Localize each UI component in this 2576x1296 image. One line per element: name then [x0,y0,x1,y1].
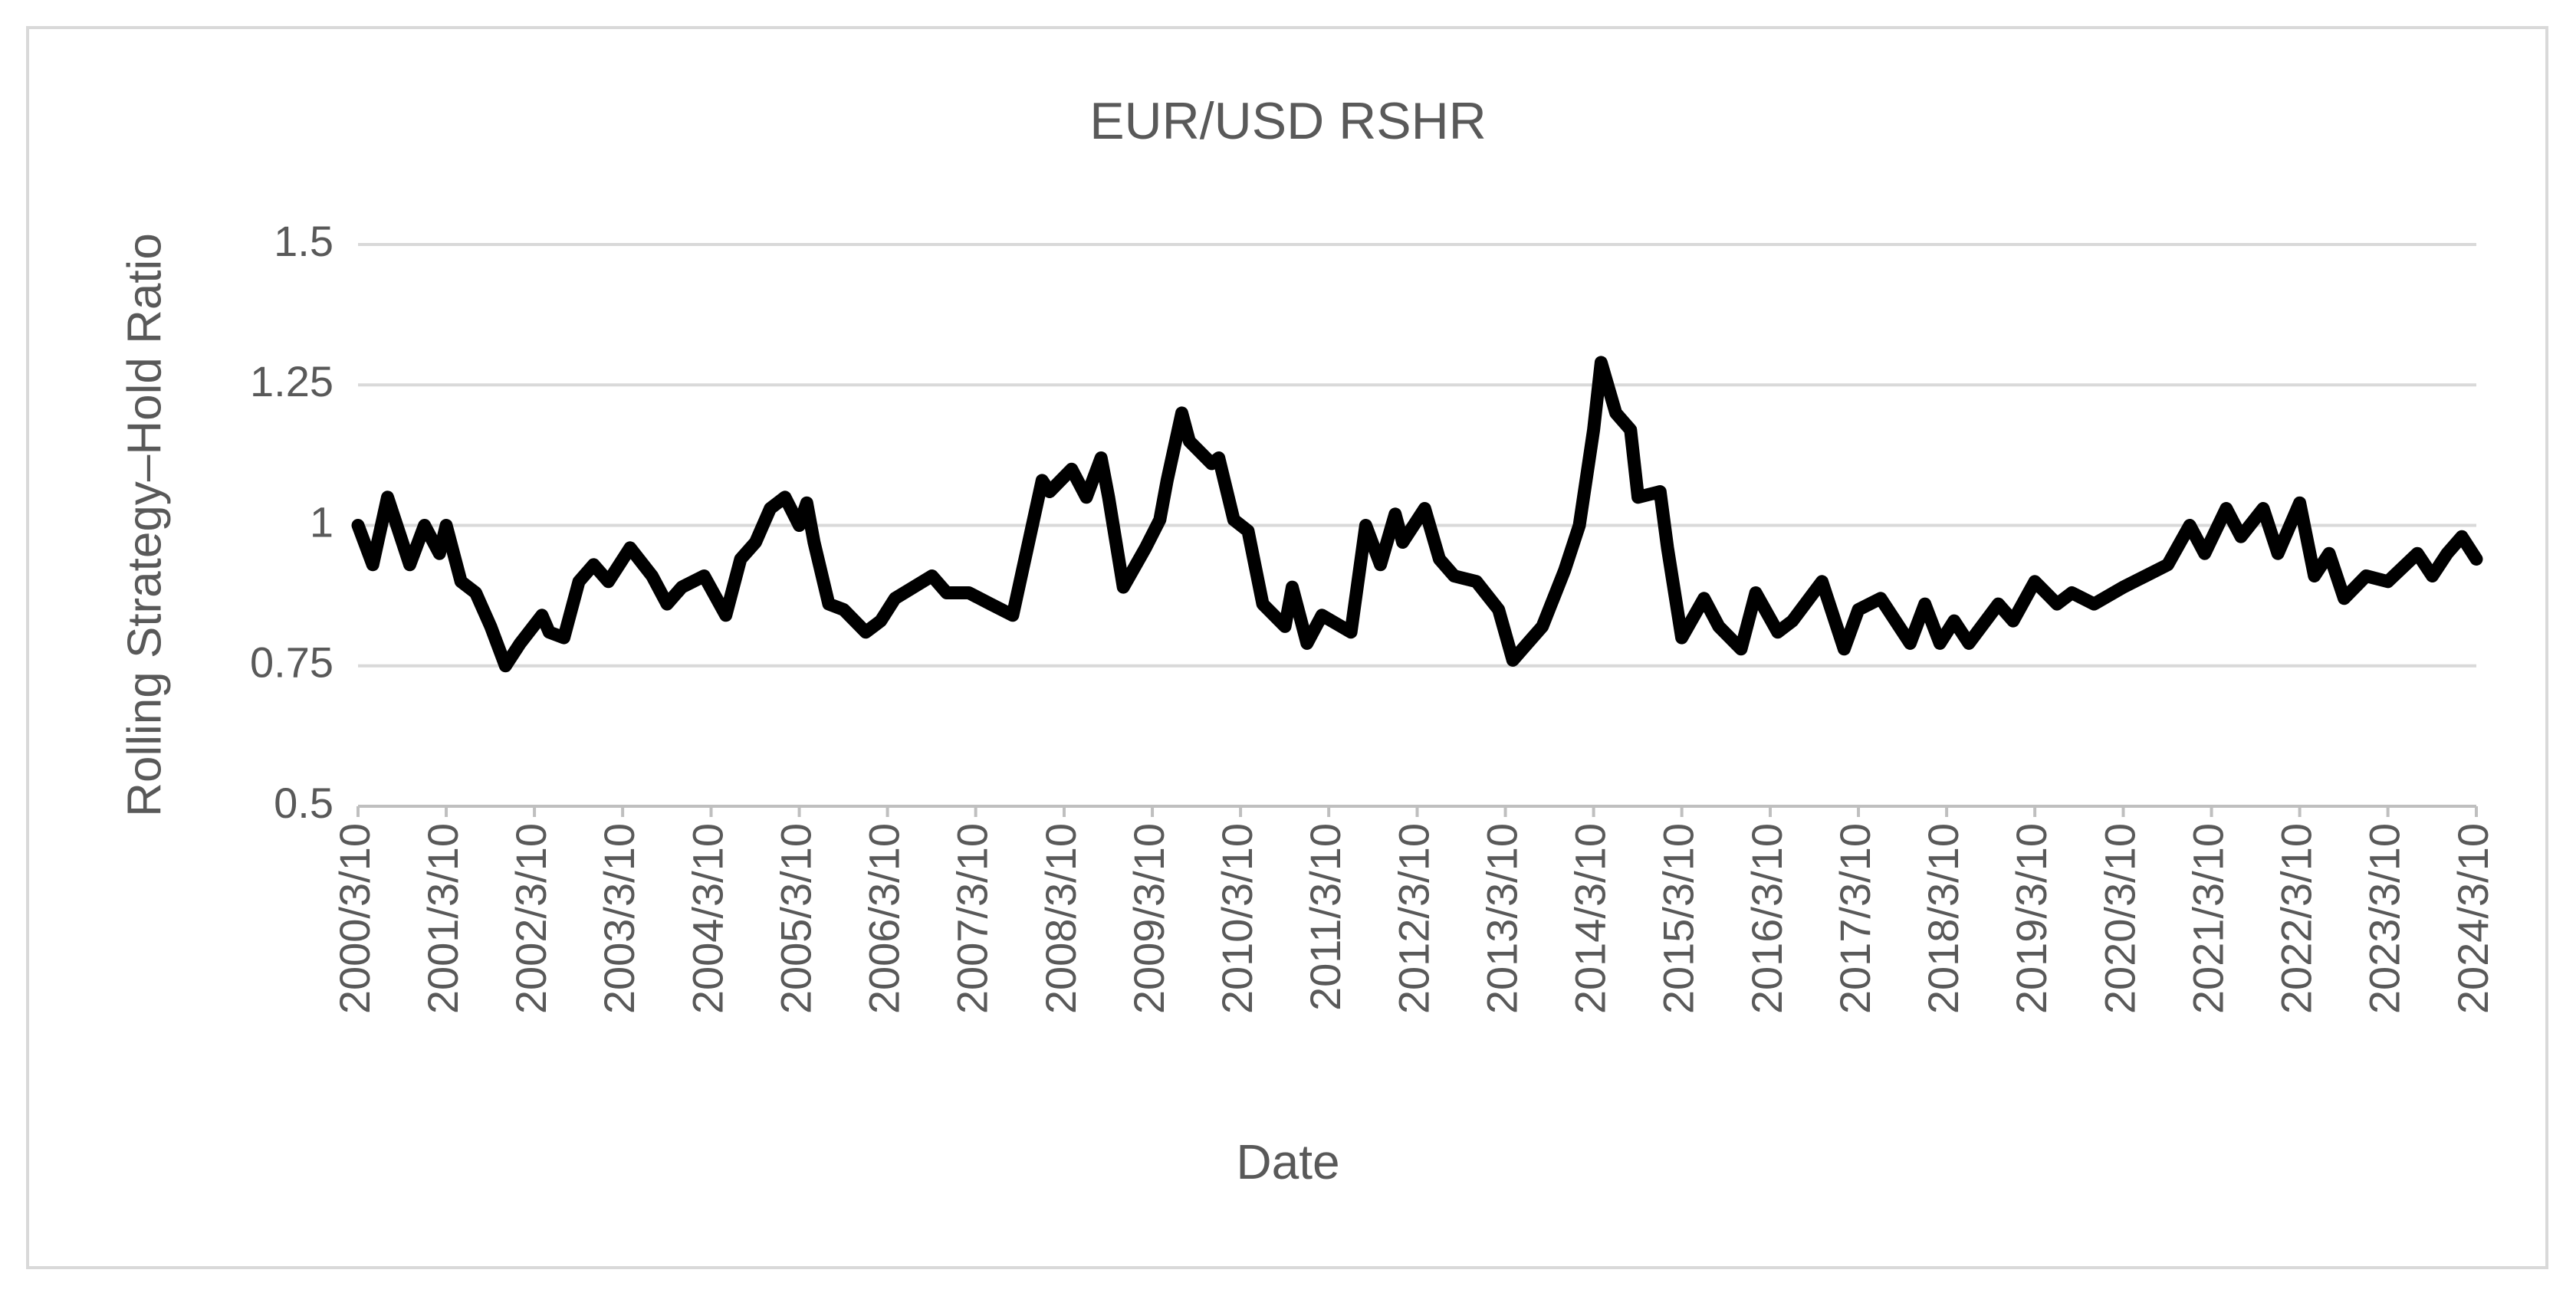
x-axis-label: Date [1236,1134,1339,1189]
data-line [351,356,2483,673]
x-tick-label: 2021/3/10 [2183,823,2232,1014]
x-tick-label: 2013/3/10 [1477,823,1526,1014]
x-tick-label: 2012/3/10 [1389,823,1438,1014]
x-tick-label: 2017/3/10 [1831,823,1879,1014]
y-axis-label: Rolling Strategy–Hold Ratio [118,233,171,817]
x-tick-label: 2015/3/10 [1654,823,1702,1014]
x-tick-label: 2000/3/10 [330,823,379,1014]
x-tick-label: 2009/3/10 [1125,823,1173,1014]
y-tick-label: 1.25 [250,357,334,405]
x-tick-label: 2023/3/10 [2360,823,2408,1014]
x-tick-label: 2018/3/10 [1919,823,1967,1014]
y-tick-label: 1.5 [274,217,334,265]
x-tick-label: 2005/3/10 [771,823,820,1014]
x-tick-label: 2014/3/10 [1566,823,1614,1014]
x-tick-label: 2003/3/10 [595,823,643,1014]
x-tick-label: 2002/3/10 [507,823,555,1014]
x-tick-label: 2001/3/10 [419,823,467,1014]
chart-border [26,26,2548,1269]
x-tick-label: 2024/3/10 [2449,823,2497,1014]
x-tick-label: 2008/3/10 [1037,823,1085,1014]
chart-title: EUR/USD RSHR [1089,92,1487,150]
x-tick-label: 2007/3/10 [948,823,996,1014]
x-tick-label: 2022/3/10 [2272,823,2320,1014]
x-tick-label: 2006/3/10 [859,823,908,1014]
x-tick-label: 2019/3/10 [2007,823,2055,1014]
y-tick-label: 0.5 [274,779,334,827]
x-tick-label: 2011/3/10 [1301,823,1349,1011]
x-tick-label: 2016/3/10 [1743,823,1791,1014]
x-tick-label: 2020/3/10 [2095,823,2144,1014]
x-tick-label: 2004/3/10 [683,823,731,1014]
y-tick-label: 0.75 [250,638,334,687]
x-tick-label: 2010/3/10 [1213,823,1261,1014]
y-tick-label: 1 [310,497,334,546]
